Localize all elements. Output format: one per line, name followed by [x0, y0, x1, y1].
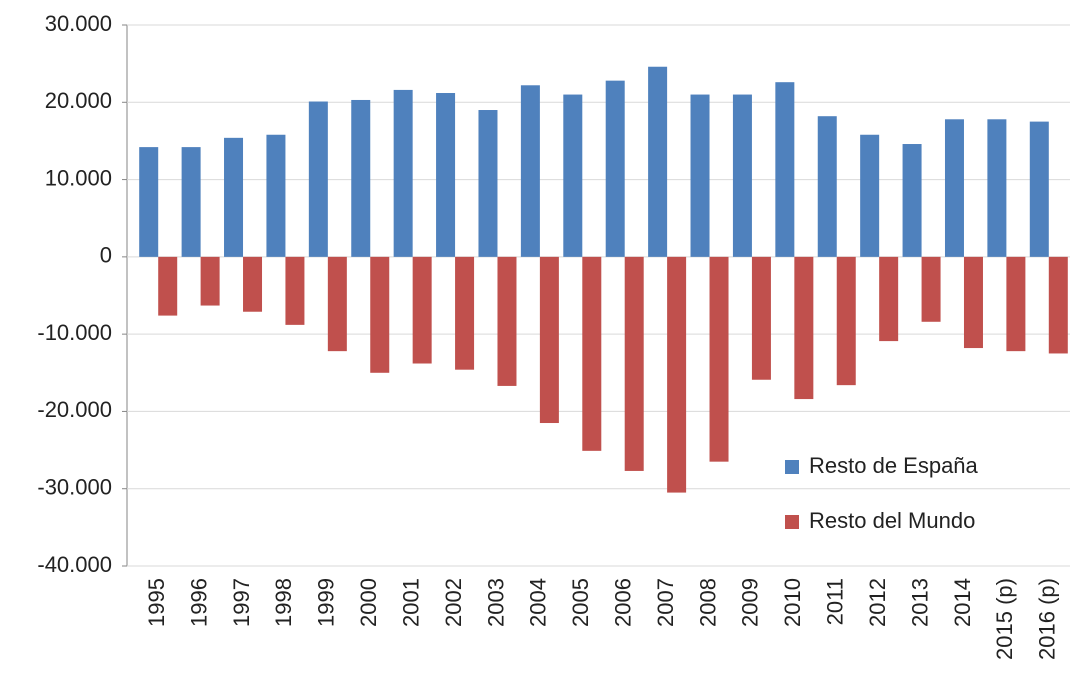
legend-swatch	[785, 515, 799, 529]
bar	[393, 89, 413, 257]
bar	[224, 137, 244, 257]
bar	[351, 99, 371, 257]
bar	[860, 134, 880, 257]
legend-label: Resto de España	[809, 453, 979, 478]
x-tick-label: 2004	[526, 578, 551, 627]
bar	[308, 101, 328, 257]
bar	[987, 119, 1007, 257]
x-tick-label: 2008	[695, 578, 720, 627]
x-tick-label: 2001	[398, 578, 423, 627]
x-tick-label: 2009	[738, 578, 763, 627]
bar	[732, 94, 752, 257]
x-tick-label: 2011	[823, 578, 848, 625]
bar	[285, 256, 305, 325]
bar	[436, 93, 456, 257]
x-tick-label: 1996	[186, 578, 211, 627]
bar	[624, 256, 644, 471]
bar	[921, 256, 941, 322]
bar	[582, 256, 602, 451]
bar	[836, 256, 856, 386]
y-tick-label: 30.000	[45, 11, 112, 36]
x-tick-label: 2006	[611, 578, 636, 627]
x-tick-label: 1999	[314, 578, 339, 627]
x-tick-label: 2002	[441, 578, 466, 627]
x-tick-label: 2000	[356, 578, 381, 627]
x-tick-label: 2005	[568, 578, 593, 627]
bar	[1029, 121, 1049, 257]
bar	[563, 94, 583, 257]
x-tick-label: 2010	[780, 578, 805, 627]
x-tick-label: 2003	[483, 578, 508, 627]
x-tick-label: 1998	[271, 578, 296, 627]
x-tick-label: 2007	[653, 578, 678, 627]
bar	[667, 256, 687, 493]
legend-swatch	[785, 460, 799, 474]
y-tick-label: -20.000	[37, 397, 112, 422]
x-tick-label: 2013	[907, 578, 932, 627]
bar	[181, 147, 201, 257]
bar	[412, 256, 432, 364]
bar	[1006, 256, 1026, 352]
bar	[539, 256, 559, 424]
y-tick-label: -30.000	[37, 475, 112, 500]
x-tick-label: 1997	[229, 578, 254, 627]
bar	[200, 256, 220, 306]
y-tick-label: 20.000	[45, 88, 112, 113]
y-tick-label: -40.000	[37, 552, 112, 577]
x-tick-label: 2016 (p)	[1035, 578, 1060, 660]
bar	[709, 256, 729, 462]
bar	[370, 256, 390, 373]
bar	[478, 110, 498, 257]
bar	[817, 116, 837, 257]
x-tick-label: 2015 (p)	[992, 578, 1017, 660]
bar	[1048, 256, 1068, 354]
bar	[605, 80, 625, 257]
bar	[902, 144, 922, 257]
y-tick-label: 0	[100, 243, 112, 268]
bar	[266, 134, 286, 257]
x-tick-label: 2014	[950, 578, 975, 627]
legend-label: Resto del Mundo	[809, 508, 975, 533]
y-tick-label: -10.000	[37, 320, 112, 345]
bar	[775, 82, 795, 257]
bar	[944, 119, 964, 257]
bar	[794, 256, 814, 400]
bar	[139, 147, 159, 257]
bar	[751, 256, 771, 380]
bar	[963, 256, 983, 349]
bar	[648, 66, 668, 257]
y-tick-label: 10.000	[45, 165, 112, 190]
bar	[243, 256, 263, 312]
bar	[158, 256, 178, 316]
bar	[497, 256, 517, 386]
bar	[520, 85, 540, 257]
bar	[690, 94, 710, 257]
bar	[327, 256, 347, 352]
x-tick-label: 1995	[144, 578, 169, 627]
bar	[455, 256, 475, 370]
bar	[879, 256, 899, 342]
x-tick-label: 2012	[865, 578, 890, 627]
